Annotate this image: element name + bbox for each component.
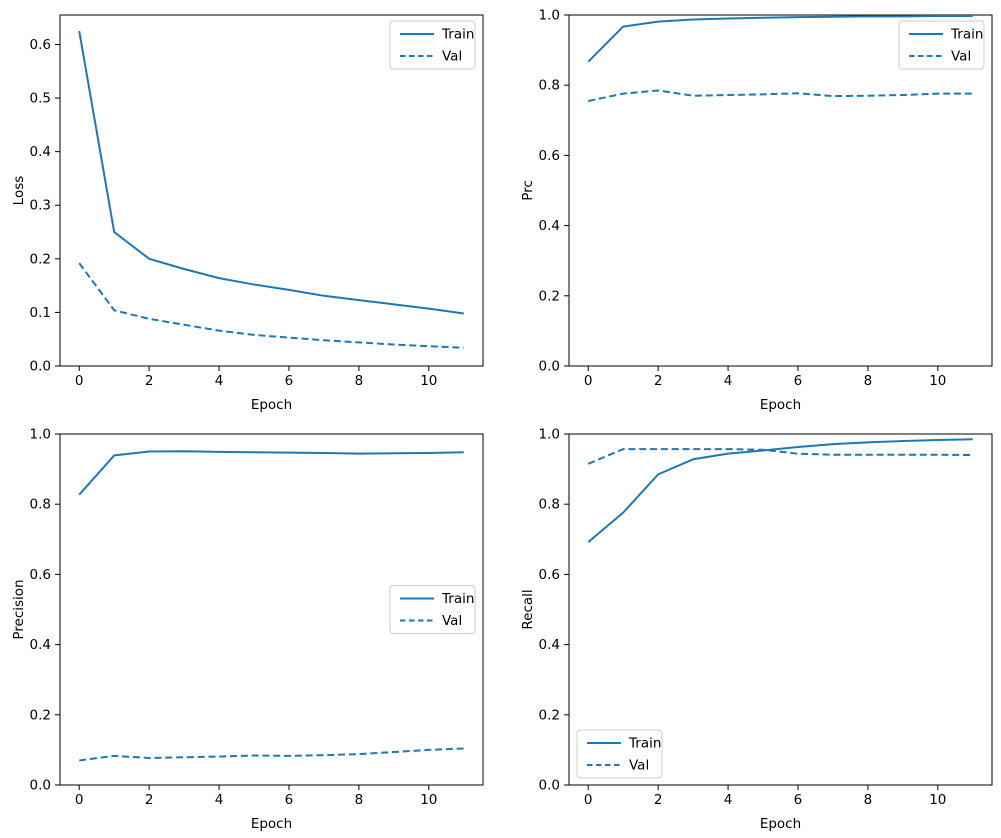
- loss-chart: 0 2 4 6 8 10 0.0 0.1 0.2 0.3 0.4 0.5 0.6 Epoch Loss Tra…: [11, 14, 484, 413]
- y-tick-label: 1.0: [30, 427, 51, 443]
- legend-val-label: Val: [951, 49, 971, 65]
- legend-val-label: Val: [442, 49, 462, 65]
- x-tick-label: 8: [355, 373, 364, 389]
- axes: 0 2 4 6 8 10 0.0 0.1 0.2 0.3 0.4 0.5 0.6 Epoch Loss: [11, 14, 484, 413]
- val-line: [588, 89, 973, 102]
- x-axis-label: Epoch: [760, 397, 801, 413]
- y-tick-label: 0.1: [30, 305, 51, 321]
- y-tick-label: 0.2: [30, 251, 51, 267]
- y-tick-label: 0.0: [539, 359, 560, 375]
- val-line: [78, 262, 464, 349]
- x-tick-label: 4: [724, 373, 733, 389]
- y-tick-label: 0.6: [539, 148, 560, 164]
- legend-train-label: Train: [441, 591, 474, 607]
- precision-chart: 0 2 4 6 8 10 0.0 0.2 0.4 0.6 0.8 1.0 Epoch Precision T…: [11, 427, 484, 832]
- x-tick-label: 4: [724, 792, 733, 808]
- x-tick-label: 6: [794, 792, 803, 808]
- recall-chart: 0 2 4 6 8 10 0.0 0.2 0.4 0.6 0.8 1.0 Epoch Recall Trai…: [520, 427, 993, 832]
- plot-box: [59, 433, 484, 786]
- legend: Train Val: [389, 585, 476, 634]
- y-tick-label: 0.6: [30, 567, 51, 583]
- legend-val-label: Val: [629, 758, 649, 774]
- x-tick-label: 8: [864, 373, 873, 389]
- train-line: [78, 450, 464, 496]
- x-tick-label: 4: [215, 792, 224, 808]
- x-tick-label: 8: [355, 792, 364, 808]
- y-tick-label: 0.4: [539, 637, 560, 653]
- y-tick-label: 0.6: [30, 37, 51, 53]
- x-tick-label: 4: [215, 373, 224, 389]
- legend: Train Val: [576, 729, 663, 779]
- y-tick-label: 0.5: [30, 91, 51, 107]
- train-line: [587, 15, 973, 63]
- train-line: [587, 438, 973, 543]
- x-tick-label: 0: [75, 373, 84, 389]
- y-tick-label: 0.2: [30, 707, 51, 723]
- x-tick-label: 6: [285, 792, 294, 808]
- legend-val-label: Val: [442, 613, 462, 629]
- axes: 0 2 4 6 8 10 0.0 0.2 0.4 0.6 0.8 1.0 Epoch Recall: [520, 427, 993, 832]
- val-line: [79, 747, 464, 762]
- x-axis-label: Epoch: [251, 816, 292, 832]
- legend-train-label: Train: [441, 27, 474, 43]
- y-tick-label: 0.4: [30, 144, 51, 160]
- x-tick-label: 10: [420, 792, 437, 808]
- y-axis-label: Recall: [520, 589, 536, 629]
- legend: Train Val: [898, 20, 985, 70]
- y-tick-label: 1.0: [539, 427, 560, 443]
- y-tick-label: 0.2: [539, 707, 560, 723]
- y-tick-label: 0.6: [539, 567, 560, 583]
- y-axis-label: Prc: [520, 180, 536, 201]
- axes: 0 2 4 6 8 10 0.0 0.2 0.4 0.6 0.8 1.0 Epoch Precision: [11, 427, 484, 832]
- y-tick-label: 0.8: [539, 78, 560, 94]
- axes: 0 2 4 6 8 10 0.0 0.2 0.4 0.6 0.8 1.0 Epoch Prc: [520, 8, 993, 413]
- y-tick-label: 0.8: [539, 497, 560, 513]
- x-tick-label: 6: [794, 373, 803, 389]
- plot-box: [568, 14, 993, 367]
- legend-train-label: Train: [950, 27, 983, 43]
- y-tick-label: 0.0: [30, 359, 51, 375]
- y-tick-label: 0.0: [539, 778, 560, 794]
- y-tick-label: 0.3: [30, 198, 51, 214]
- y-axis-label: Loss: [11, 176, 27, 206]
- prc-chart: 0 2 4 6 8 10 0.0 0.2 0.4 0.6 0.8 1.0 Epoch Prc Train Va…: [520, 8, 993, 413]
- y-tick-label: 0.8: [30, 497, 51, 513]
- plot-box: [59, 14, 484, 367]
- x-tick-label: 0: [584, 373, 593, 389]
- x-tick-label: 6: [285, 373, 294, 389]
- x-tick-label: 2: [654, 792, 663, 808]
- y-axis-label: Precision: [11, 579, 27, 639]
- x-tick-label: 0: [584, 792, 593, 808]
- x-tick-label: 2: [145, 792, 154, 808]
- x-tick-label: 10: [929, 373, 946, 389]
- x-axis-label: Epoch: [251, 397, 292, 413]
- x-tick-label: 0: [75, 792, 84, 808]
- y-tick-label: 0.4: [539, 218, 560, 234]
- plot-box: [568, 433, 993, 786]
- legend: Train Val: [389, 20, 476, 70]
- x-tick-label: 10: [929, 792, 946, 808]
- x-axis-label: Epoch: [760, 816, 801, 832]
- x-tick-label: 2: [145, 373, 154, 389]
- y-tick-label: 0.0: [30, 778, 51, 794]
- x-tick-label: 8: [864, 792, 873, 808]
- x-tick-label: 10: [420, 373, 437, 389]
- y-tick-label: 0.2: [539, 288, 560, 304]
- legend-train-label: Train: [628, 736, 661, 752]
- y-tick-label: 1.0: [539, 8, 560, 24]
- train-line: [78, 30, 464, 315]
- y-tick-label: 0.4: [30, 637, 51, 653]
- val-line: [587, 448, 973, 465]
- x-tick-label: 2: [654, 373, 663, 389]
